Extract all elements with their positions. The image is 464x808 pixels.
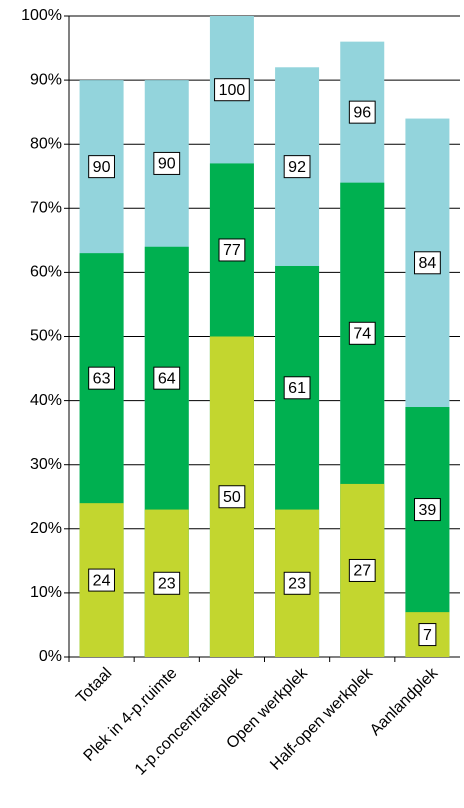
value-label-box: [218, 238, 246, 262]
value-label-text: 50: [223, 489, 241, 506]
y-tick-label: 90%: [30, 71, 62, 88]
value-label: 64: [153, 366, 181, 390]
value-label-text: 27: [353, 563, 371, 580]
value-label-box: [414, 251, 441, 275]
value-label: 61: [283, 376, 311, 400]
value-label: 96: [348, 100, 376, 124]
value-label: 100: [214, 78, 250, 102]
value-label-box: [153, 366, 181, 390]
value-label-text: 100: [219, 82, 246, 99]
value-label: 63: [88, 366, 115, 390]
value-label: 23: [153, 571, 181, 595]
value-label-text: 7: [423, 627, 432, 644]
value-label: 23: [283, 571, 311, 595]
y-tick-label: 0%: [39, 648, 62, 665]
value-label-box: [218, 485, 246, 509]
value-label-text: 23: [288, 576, 306, 593]
value-label-text: 84: [419, 255, 437, 272]
x-tick-label: 1-p.concentratieplek: [132, 664, 247, 779]
value-label-text: 74: [353, 326, 371, 343]
value-label-box: [348, 321, 376, 345]
value-label: 7: [418, 623, 437, 647]
value-label: 92: [283, 155, 311, 179]
value-label-text: 23: [158, 576, 176, 593]
value-label: 84: [414, 251, 441, 275]
y-tick-label: 100%: [21, 7, 62, 24]
value-label-box: [88, 568, 115, 592]
value-label-box: [88, 366, 115, 390]
value-label-text: 96: [353, 104, 371, 121]
value-label-box: [153, 151, 181, 175]
value-label: 90: [88, 155, 115, 179]
value-label: 90: [153, 151, 181, 175]
y-tick-label: 10%: [30, 584, 62, 601]
value-label-box: [348, 100, 376, 124]
value-label-text: 39: [419, 502, 437, 519]
y-tick-label: 40%: [30, 392, 62, 409]
y-tick-label: 80%: [30, 135, 62, 152]
value-label-box: [153, 571, 181, 595]
value-label-box: [214, 78, 250, 102]
x-tick-label: Totaal: [73, 665, 115, 707]
value-label: 50: [218, 485, 246, 509]
value-label-box: [283, 155, 311, 179]
value-label-box: [418, 623, 437, 647]
value-label-box: [414, 498, 441, 522]
y-tick-label: 20%: [30, 520, 62, 537]
y-tick-label: 70%: [30, 200, 62, 217]
value-label-text: 92: [288, 159, 306, 176]
y-tick-label: 30%: [30, 456, 62, 473]
value-label-box: [88, 155, 115, 179]
value-label-box: [283, 571, 311, 595]
value-label-text: 24: [93, 572, 111, 589]
value-label: 24: [88, 568, 115, 592]
value-label-text: 90: [93, 159, 111, 176]
value-label: 27: [348, 558, 376, 582]
y-tick-label: 60%: [30, 264, 62, 281]
value-label-text: 77: [223, 242, 241, 259]
value-label-text: 90: [158, 156, 176, 173]
value-label-box: [283, 376, 311, 400]
value-label-text: 63: [93, 370, 111, 387]
value-label: 77: [218, 238, 246, 262]
value-label-text: 61: [288, 380, 306, 397]
value-label: 74: [348, 321, 376, 345]
x-tick-label: Aanlandplek: [367, 664, 442, 739]
value-label: 39: [414, 498, 441, 522]
value-label-text: 64: [158, 370, 176, 387]
y-tick-label: 50%: [30, 328, 62, 345]
value-label-box: [348, 558, 376, 582]
